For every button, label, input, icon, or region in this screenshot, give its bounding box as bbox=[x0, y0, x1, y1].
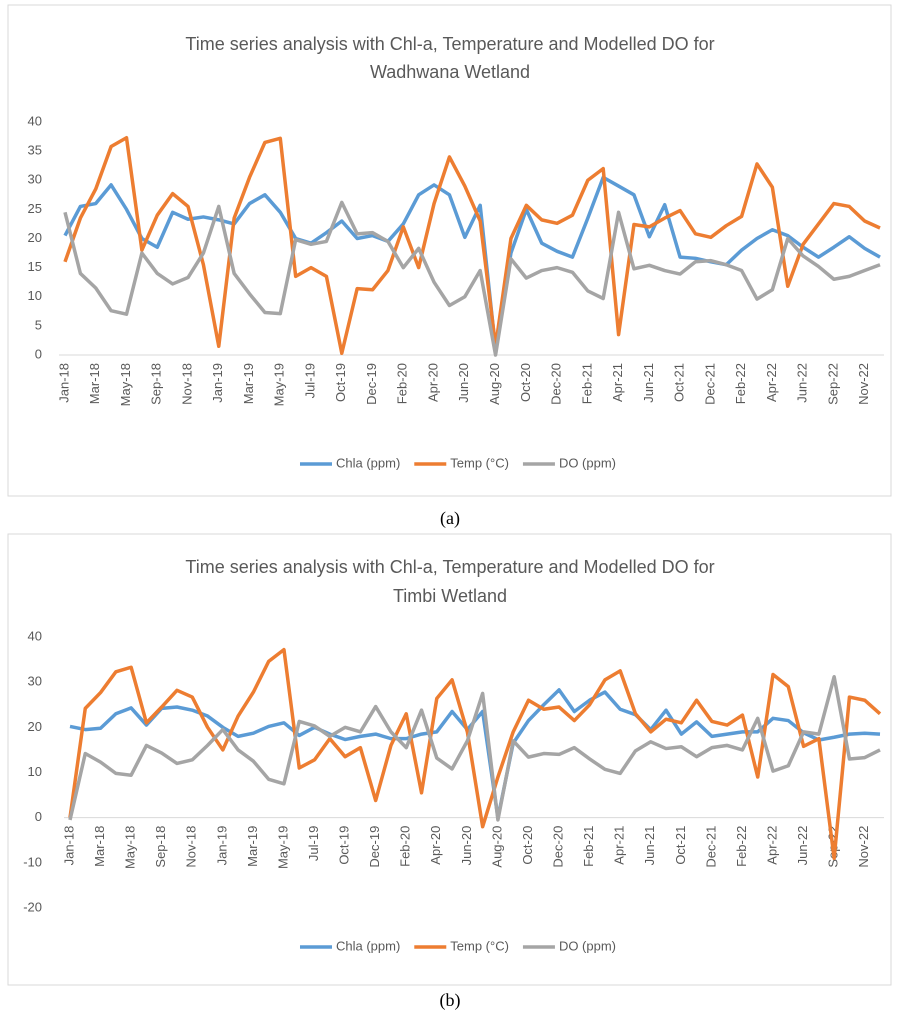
x-tick-label: Mar-19 bbox=[241, 363, 256, 404]
chart-title: Timbi Wetland bbox=[393, 586, 507, 606]
legend-label: Chla (ppm) bbox=[336, 455, 400, 470]
x-tick-label: Aug-20 bbox=[489, 826, 504, 868]
chart-title: Wadhwana Wetland bbox=[370, 62, 530, 82]
x-tick-label: Oct-19 bbox=[337, 826, 352, 865]
x-tick-label: Dec-19 bbox=[364, 363, 379, 405]
x-tick-label: Apr-21 bbox=[612, 826, 627, 865]
x-tick-label: Sep-22 bbox=[825, 363, 840, 405]
x-tick-label: Oct-21 bbox=[673, 826, 688, 865]
data-line bbox=[63, 175, 881, 351]
x-tick-label: Feb-20 bbox=[395, 363, 410, 404]
x-tick-label: Jan-18 bbox=[56, 363, 71, 403]
x-tick-label: Jun-21 bbox=[642, 826, 657, 866]
y-tick-label: 25 bbox=[28, 201, 42, 216]
x-tick-label: Mar-18 bbox=[92, 826, 107, 867]
x-tick-label: Aug-20 bbox=[487, 363, 502, 405]
x-tick-label: Oct-20 bbox=[520, 826, 535, 865]
x-tick-label: Sep-18 bbox=[149, 363, 164, 405]
y-tick-label: 20 bbox=[28, 230, 42, 245]
y-tick-label: 20 bbox=[28, 719, 42, 734]
x-tick-label: Dec-20 bbox=[550, 826, 565, 868]
x-tick-label: Jan-18 bbox=[61, 826, 76, 866]
x-tick-label: Apr-20 bbox=[428, 826, 443, 865]
legend-label: Temp (°C) bbox=[450, 938, 509, 953]
y-tick-label: -20 bbox=[23, 899, 42, 914]
x-tick-label: Nov-18 bbox=[179, 363, 194, 405]
y-tick-label: 35 bbox=[28, 143, 42, 158]
x-tick-label: Jun-20 bbox=[456, 363, 471, 403]
data-line bbox=[68, 647, 882, 861]
x-tick-label: Oct-19 bbox=[333, 363, 348, 402]
data-line bbox=[68, 675, 881, 822]
x-tick-label: Jul-19 bbox=[306, 826, 321, 861]
x-tick-label: Oct-21 bbox=[672, 363, 687, 402]
chart-title: Time series analysis with Chl-a, Tempera… bbox=[185, 34, 714, 54]
y-tick-label: 10 bbox=[28, 764, 42, 779]
x-tick-label: Apr-20 bbox=[425, 363, 440, 402]
chart-title: Time series analysis with Chl-a, Tempera… bbox=[185, 557, 714, 577]
x-tick-label: Jan-19 bbox=[214, 826, 229, 866]
x-tick-label: Nov-18 bbox=[184, 826, 199, 868]
x-tick-label: Nov-22 bbox=[856, 363, 871, 405]
legend-label: Temp (°C) bbox=[450, 455, 509, 470]
x-tick-label: Feb-22 bbox=[733, 363, 748, 404]
x-tick-label: Nov-22 bbox=[856, 826, 871, 868]
x-tick-label: Dec-21 bbox=[702, 363, 717, 405]
x-tick-label: May-19 bbox=[272, 363, 287, 406]
data-line bbox=[63, 200, 881, 357]
y-tick-label: 5 bbox=[35, 317, 42, 332]
x-tick-label: Apr-22 bbox=[764, 826, 779, 865]
y-tick-label: 40 bbox=[28, 113, 42, 128]
x-tick-label: May-18 bbox=[123, 826, 138, 869]
x-tick-label: Jun-21 bbox=[641, 363, 656, 403]
legend-label: Chla (ppm) bbox=[336, 938, 400, 953]
y-tick-label: -10 bbox=[23, 854, 42, 869]
panel-label: (a) bbox=[440, 508, 460, 529]
x-tick-label: Feb-22 bbox=[734, 826, 749, 867]
y-tick-label: 30 bbox=[28, 674, 42, 689]
panel-label: (b) bbox=[440, 990, 461, 1011]
legend-label: DO (ppm) bbox=[559, 455, 616, 470]
x-tick-label: Feb-21 bbox=[579, 363, 594, 404]
x-tick-label: Dec-19 bbox=[367, 826, 382, 868]
x-tick-label: Jun-22 bbox=[795, 826, 810, 866]
y-tick-label: 40 bbox=[28, 628, 42, 643]
y-tick-label: 0 bbox=[35, 346, 42, 361]
x-tick-label: Sep-18 bbox=[153, 826, 168, 868]
x-tick-label: Dec-21 bbox=[703, 826, 718, 868]
panel-frame bbox=[7, 533, 892, 986]
x-tick-label: Dec-20 bbox=[549, 363, 564, 405]
x-tick-label: Jun-22 bbox=[795, 363, 810, 403]
x-tick-label: Oct-20 bbox=[518, 363, 533, 402]
x-tick-label: Mar-18 bbox=[87, 363, 102, 404]
x-tick-label: Mar-19 bbox=[245, 826, 260, 867]
x-tick-label: Feb-20 bbox=[398, 826, 413, 867]
x-tick-label: May-19 bbox=[275, 826, 290, 869]
x-tick-label: Feb-21 bbox=[581, 826, 596, 867]
x-tick-label: Jan-19 bbox=[210, 363, 225, 403]
x-tick-label: Jul-19 bbox=[302, 363, 317, 398]
x-tick-label: Jun-20 bbox=[459, 826, 474, 866]
y-tick-label: 30 bbox=[28, 172, 42, 187]
y-tick-label: 10 bbox=[28, 288, 42, 303]
x-tick-label: May-18 bbox=[118, 363, 133, 406]
y-tick-label: 15 bbox=[28, 259, 42, 274]
y-tick-label: 0 bbox=[35, 809, 42, 824]
x-tick-label: Apr-21 bbox=[610, 363, 625, 402]
legend-label: DO (ppm) bbox=[559, 938, 616, 953]
x-tick-label: Apr-22 bbox=[764, 363, 779, 402]
